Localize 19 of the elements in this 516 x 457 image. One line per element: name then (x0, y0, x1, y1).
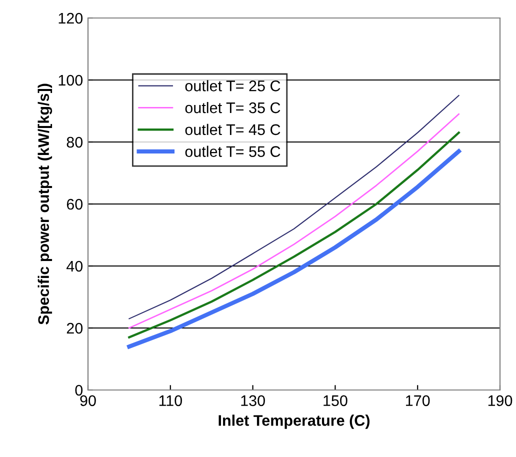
legend-label: outlet T= 35 C (185, 102, 280, 114)
y-axis-title: Specific power output (kW/[kg/s]) (38, 84, 52, 324)
legend-label: outlet T= 25 C (185, 80, 280, 92)
x-axis-title: Inlet Temperature (C) (218, 414, 370, 429)
x-tick-label: 190 (488, 395, 512, 406)
y-tick-label: 120 (58, 12, 83, 24)
y-tick-label: 60 (66, 198, 83, 210)
y-tick-label: 20 (66, 322, 83, 334)
y-tick-label: 100 (58, 74, 83, 86)
legend-label: outlet T= 45 C (185, 124, 280, 136)
x-tick-label: 110 (159, 395, 182, 406)
x-tick-label: 170 (406, 395, 430, 406)
y-tick-label: 0 (75, 384, 83, 396)
y-tick-label: 40 (66, 260, 83, 272)
x-tick-label: 130 (241, 395, 265, 406)
legend-label: outlet T= 55 C (185, 146, 280, 157)
y-tick-label: 80 (66, 136, 83, 148)
x-tick-label: 150 (324, 395, 348, 406)
x-tick-label: 90 (80, 395, 96, 406)
